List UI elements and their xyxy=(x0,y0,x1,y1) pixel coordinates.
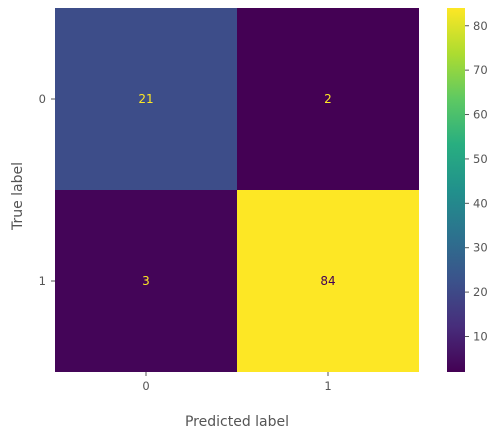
matrix-cell-0-0 xyxy=(55,8,237,190)
colorbar-tick-label: 50 xyxy=(473,152,488,166)
colorbar-tick-label: 70 xyxy=(473,63,488,77)
cell-value-label: 3 xyxy=(142,274,150,288)
x-tick-label: 1 xyxy=(324,379,331,393)
colorbar: 10 20 30 40 50 60 70 80 xyxy=(447,8,488,372)
colorbar-tick-label: 10 xyxy=(473,329,488,343)
x-axis-title: Predicted label xyxy=(185,414,289,430)
colorbar-gradient xyxy=(447,8,465,372)
cell-value-label: 2 xyxy=(324,92,332,106)
colorbar-tick-label: 80 xyxy=(473,19,488,33)
colorbar-tick-label: 60 xyxy=(473,108,488,122)
x-tick-label: 0 xyxy=(142,379,149,393)
cell-value-label: 84 xyxy=(320,274,335,288)
y-tick-label: 1 xyxy=(39,274,46,288)
matrix-plot-area: 21 2 3 84 xyxy=(55,8,419,372)
cell-value-label: 21 xyxy=(138,92,153,106)
matrix-cell-0-1 xyxy=(237,8,419,190)
colorbar-tick-label: 20 xyxy=(473,285,488,299)
matrix-cell-1-1 xyxy=(237,190,419,372)
y-axis-title: True label xyxy=(10,162,26,231)
matrix-cell-1-0 xyxy=(55,190,237,372)
matrix-axes: 0 1 0 1 xyxy=(39,92,332,393)
y-tick-label: 0 xyxy=(39,92,46,106)
colorbar-tick-label: 40 xyxy=(473,196,488,210)
colorbar-tick-label: 30 xyxy=(473,241,488,255)
